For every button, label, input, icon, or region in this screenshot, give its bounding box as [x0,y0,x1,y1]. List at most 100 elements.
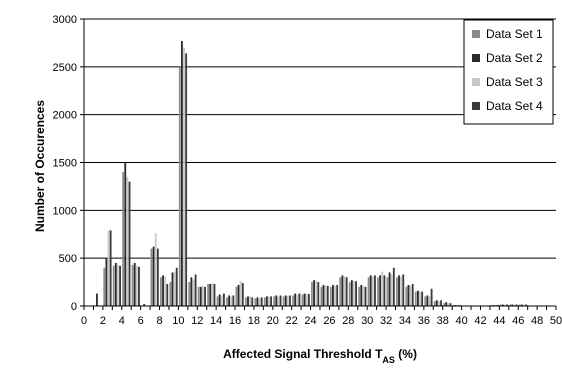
bar [301,294,304,306]
x-tick-label: 38 [437,315,449,327]
bar [175,267,178,306]
bar [185,53,188,306]
bar [190,277,193,306]
y-axis-title: Number of Occurences [33,100,47,232]
x-tick-label: 10 [172,315,184,327]
bar [525,304,527,306]
bar [247,296,249,306]
bar [438,301,440,306]
bar [296,294,299,306]
bar [152,246,155,306]
bar [270,296,273,306]
bar [411,283,414,306]
x-tick-label: 42 [474,315,486,327]
x-tick-label: 6 [138,315,144,327]
legend-swatch-4 [472,102,480,110]
bar [445,302,448,306]
bar [292,295,294,306]
bar [421,291,424,306]
bar [131,264,134,306]
bar [504,304,506,306]
bar [320,286,323,306]
bar [518,304,521,306]
bar [522,304,525,306]
bar [284,295,287,306]
bar [336,284,339,306]
bar [143,304,146,306]
bar [178,66,181,306]
x-tick-label: 16 [229,315,241,327]
bar [218,294,221,306]
legend-label-1: Data Set 1 [486,27,543,41]
bar [166,283,169,306]
bar [180,41,183,307]
bar [317,282,320,306]
bar [279,295,282,306]
bar [109,230,112,306]
bar [353,281,355,306]
bar [307,294,310,306]
bar [383,275,386,306]
bar [223,293,225,306]
x-tick-label: 36 [418,315,430,327]
bar [277,296,280,306]
grid-lines [84,18,556,259]
x-tick-label: 28 [342,315,354,327]
bar [96,293,98,306]
bar [324,285,327,306]
bar [173,271,176,306]
bar [426,295,429,306]
bar [282,296,285,306]
x-tick-label: 18 [248,315,260,327]
bar [298,293,301,306]
bar [133,262,136,306]
bar [156,248,159,306]
bar [135,265,138,306]
bar [226,297,228,306]
bar [430,288,433,306]
bar [400,276,403,306]
bar [515,304,518,306]
bar [192,279,195,306]
bar [414,291,417,306]
bar [244,297,247,306]
bar [286,295,289,306]
bar [220,295,223,306]
bar [275,295,278,306]
x-tick-label: 30 [361,315,373,327]
bar [230,296,233,306]
bar [334,285,336,306]
legend: Data Set 1 Data Set 2 Data Set 3 Data Se… [463,19,554,125]
bar [377,277,379,306]
x-tick-label: 4 [119,315,125,327]
bar [322,284,325,306]
bar [402,274,405,306]
bar [207,283,210,306]
bar [360,284,363,306]
bar [204,286,206,306]
bar [499,304,502,306]
legend-swatch-1 [472,30,480,38]
bar [303,293,306,306]
bar [199,286,202,306]
bar [254,298,257,306]
bar [239,281,242,306]
x-tick-label: 2 [100,315,106,327]
x-tick-label: 50 [550,315,562,327]
bar [443,303,446,306]
bar [315,281,318,306]
x-tick-label: 12 [191,315,203,327]
bar [367,277,370,306]
bar [171,272,174,306]
bar [392,267,395,306]
bar [211,283,214,306]
bar [428,296,431,306]
x-tick-label: 48 [531,315,543,327]
bar [509,304,512,306]
bar [114,262,117,306]
legend-label-2: Data Set 2 [486,51,543,65]
bar [107,230,110,306]
bar [381,271,384,306]
bar [256,297,259,306]
y-tick-label: 0 [71,301,77,313]
